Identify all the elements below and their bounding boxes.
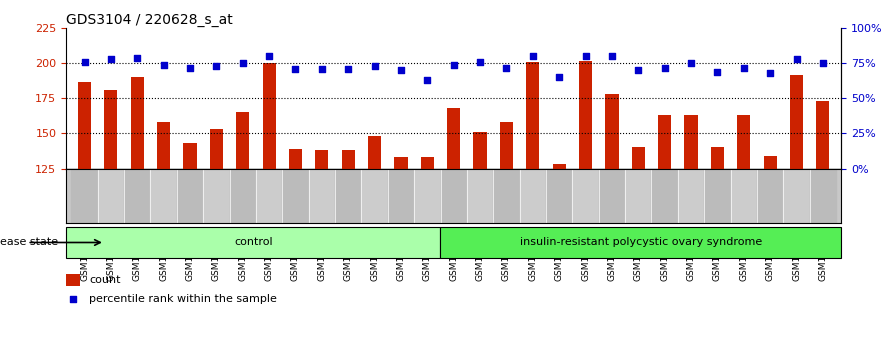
Bar: [414, 169, 440, 223]
Bar: [308, 169, 335, 223]
Bar: [783, 169, 810, 223]
Bar: [579, 61, 592, 169]
Bar: [440, 227, 841, 258]
Point: [816, 61, 830, 66]
Bar: [493, 169, 520, 223]
Bar: [98, 169, 124, 223]
Bar: [737, 115, 751, 169]
Point: [632, 68, 646, 73]
Bar: [473, 132, 486, 169]
Bar: [651, 169, 677, 223]
Point: [420, 78, 434, 83]
Point: [130, 55, 144, 61]
Point: [684, 61, 698, 66]
Bar: [632, 148, 645, 169]
Point: [447, 62, 461, 68]
Bar: [66, 227, 440, 258]
Point: [262, 53, 276, 59]
Bar: [157, 122, 170, 169]
Bar: [177, 169, 204, 223]
Bar: [526, 62, 539, 169]
Point: [78, 59, 92, 65]
Point: [710, 69, 724, 75]
Point: [210, 63, 224, 69]
Bar: [289, 149, 302, 169]
Bar: [282, 169, 308, 223]
Bar: [546, 169, 573, 223]
Bar: [78, 81, 91, 169]
Point: [473, 59, 487, 65]
Bar: [467, 169, 493, 223]
Point: [157, 62, 171, 68]
Bar: [368, 136, 381, 169]
Bar: [677, 169, 704, 223]
Point: [315, 66, 329, 72]
Bar: [810, 169, 836, 223]
Point: [183, 65, 197, 70]
Bar: [66, 274, 79, 286]
Bar: [440, 169, 467, 223]
Bar: [230, 169, 256, 223]
Point: [367, 63, 381, 69]
Bar: [626, 169, 651, 223]
Point: [737, 65, 751, 70]
Bar: [342, 150, 355, 169]
Bar: [730, 169, 757, 223]
Bar: [685, 115, 698, 169]
Bar: [210, 129, 223, 169]
Bar: [335, 169, 361, 223]
Text: count: count: [89, 275, 121, 285]
Bar: [315, 150, 329, 169]
Bar: [605, 94, 618, 169]
Bar: [790, 75, 803, 169]
Bar: [421, 157, 434, 169]
Bar: [711, 148, 724, 169]
Text: GDS3104 / 220628_s_at: GDS3104 / 220628_s_at: [66, 13, 233, 27]
Bar: [124, 169, 151, 223]
Point: [341, 66, 355, 72]
Bar: [500, 122, 513, 169]
Text: insulin-resistant polycystic ovary syndrome: insulin-resistant polycystic ovary syndr…: [520, 238, 762, 247]
Bar: [552, 164, 566, 169]
Point: [526, 53, 540, 59]
Bar: [658, 115, 671, 169]
Bar: [151, 169, 177, 223]
Bar: [757, 169, 783, 223]
Point: [605, 53, 619, 59]
Bar: [448, 108, 460, 169]
Point: [579, 53, 593, 59]
Point: [500, 65, 514, 70]
Bar: [395, 157, 408, 169]
Bar: [263, 63, 276, 169]
Bar: [520, 169, 546, 223]
Bar: [764, 156, 777, 169]
Text: disease state: disease state: [0, 238, 58, 247]
Bar: [183, 143, 196, 169]
Point: [394, 68, 408, 73]
Bar: [71, 169, 98, 223]
Point: [104, 56, 118, 62]
Bar: [256, 169, 282, 223]
Bar: [817, 101, 830, 169]
Bar: [204, 169, 230, 223]
Text: percentile rank within the sample: percentile rank within the sample: [89, 294, 278, 304]
Point: [236, 61, 250, 66]
Point: [552, 75, 566, 80]
Bar: [388, 169, 414, 223]
Bar: [130, 78, 144, 169]
Point: [288, 66, 302, 72]
Bar: [704, 169, 730, 223]
Bar: [599, 169, 626, 223]
Bar: [361, 169, 388, 223]
Point: [657, 65, 671, 70]
Bar: [236, 113, 249, 169]
Bar: [573, 169, 599, 223]
Point: [789, 56, 803, 62]
Point: [763, 70, 777, 76]
Bar: [104, 90, 117, 169]
Text: control: control: [233, 238, 272, 247]
Point: [66, 296, 80, 302]
